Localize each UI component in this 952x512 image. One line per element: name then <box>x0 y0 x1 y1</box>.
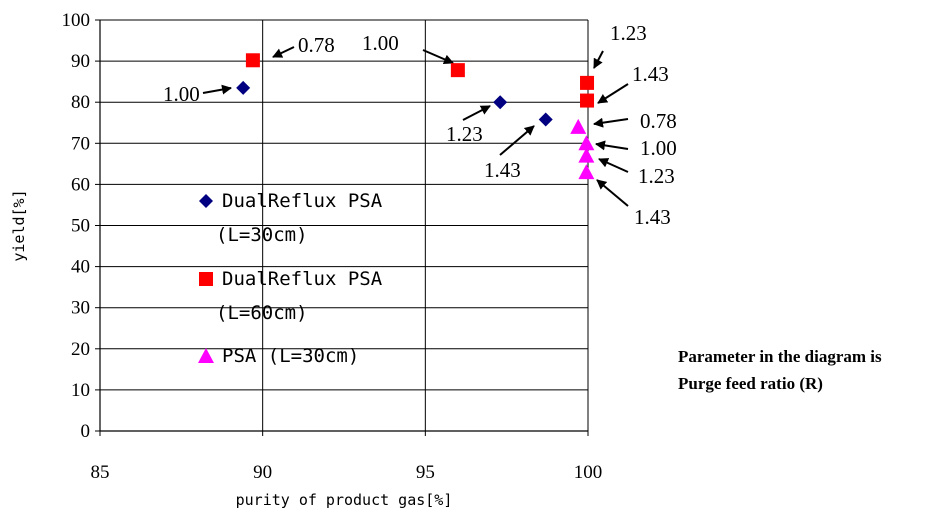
tick-labels: 0 10 20 30 40 50 60 70 80 90 100 85 90 95 100 <box>62 10 603 483</box>
annotation-arrow <box>598 158 629 173</box>
parameter-note: Parameter in the diagram is Purge feed r… <box>678 343 882 397</box>
note-line-1: Parameter in the diagram is <box>678 347 882 366</box>
y-axis-title: yield[%] <box>10 189 28 261</box>
y-tick-label: 90 <box>71 51 90 72</box>
ratio-label: 1.00 <box>362 31 399 55</box>
y-tick-label: 40 <box>71 257 90 278</box>
legend-marker-diamond <box>199 194 213 208</box>
legend: DualReflux PSA (L=30cm) DualReflux PSA (L=6… <box>198 190 383 367</box>
point-labels: 1.001.231.430.78 1.00 1.231.430.781.001.23… <box>163 21 677 229</box>
data-points <box>236 53 595 180</box>
y-tick-label: 70 <box>71 133 90 154</box>
ratio-label: 1.43 <box>632 62 669 86</box>
annotation-arrow <box>422 49 454 65</box>
square-point <box>450 63 465 78</box>
y-tick-label: 10 <box>71 380 90 401</box>
y-tick-label: 100 <box>62 10 91 31</box>
ratio-label: 1.43 <box>634 205 671 229</box>
x-tick-label: 90 <box>253 462 272 483</box>
axis-titles: purity of product gas[%] yield[%] <box>10 189 452 509</box>
ratio-label: 1.23 <box>610 21 647 45</box>
ratio-label: 1.23 <box>638 164 675 188</box>
y-tick-label: 50 <box>71 216 90 237</box>
diamond-point <box>236 80 251 95</box>
legend-label: DualReflux PSA <box>222 268 383 290</box>
annotation-arrow <box>593 117 629 128</box>
annotation-arrow <box>499 125 535 156</box>
annotation-arrow <box>593 50 604 69</box>
annotation-arrow <box>202 84 232 95</box>
ratio-label: 1.00 <box>163 82 200 106</box>
square-point <box>580 93 595 108</box>
annotation-arrow <box>595 140 629 151</box>
legend-label: PSA (L=30cm) <box>222 345 359 367</box>
triangle-point <box>578 164 595 180</box>
triangle-point <box>578 147 595 163</box>
triangle-point <box>570 118 587 134</box>
annotation-arrow <box>272 46 295 58</box>
ratio-label: 1.43 <box>484 158 521 182</box>
diamond-point <box>538 112 553 127</box>
x-axis-title: purity of product gas[%] <box>236 491 453 509</box>
y-tick-label: 80 <box>71 92 90 113</box>
ratio-label: 1.00 <box>640 136 677 160</box>
triangle-point <box>578 135 595 151</box>
ratio-label: 1.23 <box>446 122 483 146</box>
square-point <box>580 75 595 90</box>
diamond-point <box>493 95 508 110</box>
annotation-arrow <box>597 83 629 104</box>
square-point <box>245 53 260 68</box>
annotation-arrows <box>202 46 629 207</box>
annotation-arrow <box>462 105 491 121</box>
legend-marker-square <box>199 272 213 286</box>
legend-label: (L=60cm) <box>216 302 308 324</box>
ratio-label: 0.78 <box>640 109 677 133</box>
gridlines <box>95 19 589 436</box>
y-tick-label: 0 <box>81 421 91 442</box>
legend-label: (L=30cm) <box>216 224 308 246</box>
y-tick-label: 20 <box>71 339 90 360</box>
legend-marker-triangle <box>198 348 214 363</box>
y-tick-label: 30 <box>71 298 90 319</box>
ratio-label: 0.78 <box>298 33 335 57</box>
annotation-arrow <box>596 179 629 207</box>
legend-label: DualReflux PSA <box>222 190 383 212</box>
x-tick-label: 95 <box>416 462 435 483</box>
x-tick-label: 85 <box>91 462 110 483</box>
y-tick-label: 60 <box>71 174 90 195</box>
note-line-2: Purge feed ratio (R) <box>678 374 823 393</box>
x-tick-label: 100 <box>574 462 603 483</box>
